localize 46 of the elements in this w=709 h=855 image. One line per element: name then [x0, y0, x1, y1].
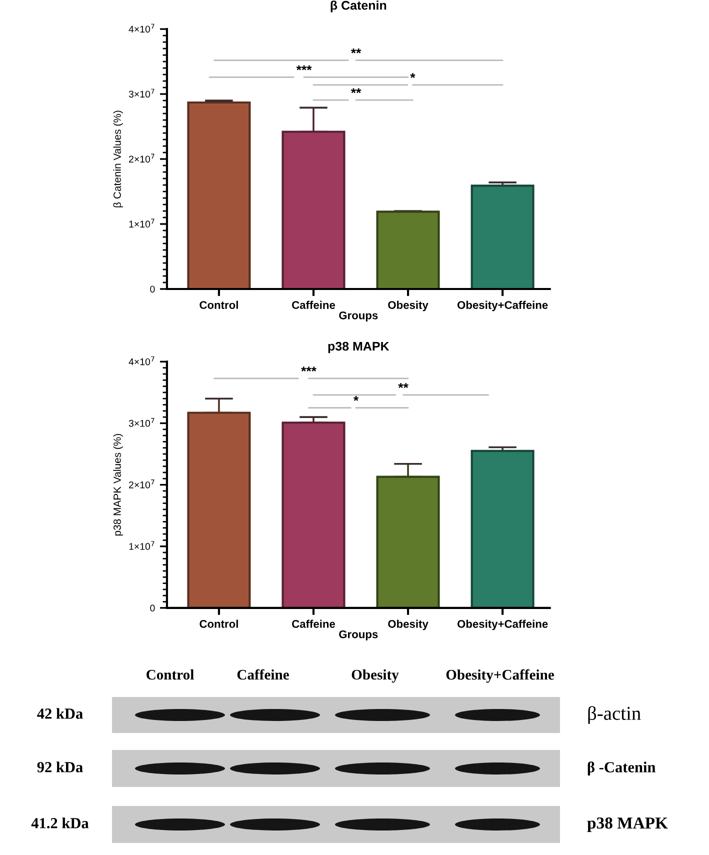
y-tick-label: 0 [150, 286, 155, 293]
text: β-actin [588, 706, 641, 724]
y-tick-label: 3×10$^{7}$ [128, 418, 154, 427]
chart-title: β Catenin [330, 0, 386, 12]
annotation: ** [398, 383, 408, 388]
chart-title: p38 MAPK [328, 342, 390, 354]
x-tick-label: Control [200, 300, 238, 309]
text: Obesity+Caffeine [446, 669, 554, 683]
x-tick-label: Obesity [388, 620, 428, 630]
text: Obesity [352, 669, 399, 683]
y-tick-label: 0 [150, 604, 155, 612]
text: p38 MAPK [587, 817, 668, 832]
y-tick-label: 2×10$^{7}$ [129, 480, 154, 488]
y-tick-label: 1×10$^{7}$ [129, 541, 154, 550]
y-tick-label: 4×10$^{7}$ [128, 24, 154, 33]
text: 42 kDa [37, 708, 83, 719]
bar [470, 184, 534, 289]
annotation: * [354, 396, 359, 401]
bar [376, 210, 440, 289]
y-tick-label: 3×10$^{7}$ [128, 88, 154, 98]
text: 92 kDa [37, 762, 83, 772]
x-tick-label: Caffeine [292, 620, 336, 628]
y-axis-title: p38 MAPK Values (%) [113, 434, 123, 536]
annotation: ** [350, 48, 362, 54]
x-tick-label: Control [200, 620, 238, 628]
x-axis-title: Groups [339, 311, 378, 322]
text: Control [146, 669, 194, 680]
annotation: * [410, 73, 416, 78]
x-axis-title: Groups [339, 630, 378, 640]
text: 41.2 kDa [31, 818, 89, 828]
text: β -Catenin [588, 761, 656, 776]
x-tick-label: Obesity+Caffeine [457, 300, 548, 312]
y-tick-label: 4×10$^{7}$ [128, 356, 154, 366]
x-tick-label: Obesity+Caffeine [457, 620, 548, 630]
x-tick-label: Obesity [388, 300, 428, 312]
y-axis-title: β Catenin Values (%) [113, 110, 123, 208]
y-tick-label: 1×10$^{7}$ [129, 218, 154, 228]
annotation: *** [301, 366, 316, 372]
annotation: *** [296, 65, 312, 70]
bar [187, 101, 251, 289]
text: Caffeine [237, 669, 289, 680]
x-tick-label: Caffeine [292, 300, 336, 309]
annotation: ** [350, 88, 362, 94]
bar [282, 422, 346, 608]
y-tick-label: 2×10$^{7}$ [129, 154, 154, 163]
bar [470, 450, 534, 608]
